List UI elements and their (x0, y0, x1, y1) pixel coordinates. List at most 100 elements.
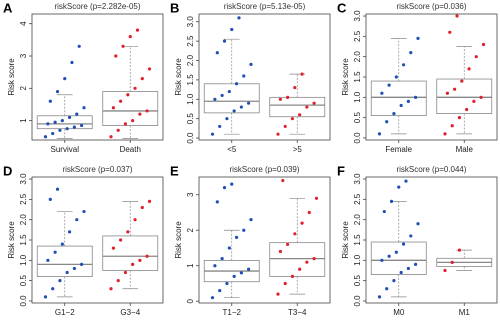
y-tick-label: 0.0 (353, 295, 362, 307)
x-tick-label: Male (456, 145, 474, 154)
point (290, 117, 295, 121)
plot-frame (365, 176, 498, 304)
point (283, 124, 287, 129)
y-tick-label: 3.0 (353, 10, 362, 22)
point (399, 103, 403, 108)
point (409, 51, 413, 55)
panel-letter: C (337, 0, 347, 15)
y-tick-label: 2.5 (353, 193, 362, 205)
point (220, 93, 224, 98)
point (55, 187, 60, 191)
chart-title: riskScore (p=2.282e-05) (54, 2, 140, 11)
point (46, 258, 50, 262)
point (413, 262, 418, 266)
point (472, 99, 476, 103)
y-tick-label: 4 (19, 21, 28, 26)
point (397, 185, 401, 189)
point (276, 132, 280, 136)
point (394, 75, 398, 79)
point (392, 279, 396, 283)
y-axis-label: Risk score (174, 58, 183, 96)
point (382, 209, 386, 214)
box (102, 235, 159, 271)
chart-title: riskScore (p=5.13e-05) (224, 2, 306, 11)
point (222, 39, 227, 43)
panel-letter: D (3, 163, 12, 178)
point (119, 99, 123, 103)
point (448, 30, 452, 34)
point (147, 67, 152, 71)
point (225, 117, 229, 121)
point (404, 179, 408, 183)
point (215, 200, 219, 204)
point (111, 246, 116, 250)
point (63, 77, 67, 81)
point (111, 106, 116, 110)
point (126, 230, 130, 234)
point (65, 270, 69, 275)
point (60, 242, 64, 246)
point (293, 86, 297, 90)
point (394, 250, 398, 254)
point (222, 186, 227, 190)
point (131, 119, 135, 123)
y-tick-label: 2.0 (19, 214, 28, 226)
point (225, 281, 229, 286)
y-tick-label: 2 (19, 86, 28, 91)
point (79, 262, 84, 266)
box (436, 78, 493, 114)
point (232, 109, 236, 113)
point (232, 274, 236, 278)
point (53, 120, 57, 124)
box (370, 80, 427, 117)
point (58, 279, 62, 283)
y-tick-label: 1.0 (353, 254, 362, 266)
x-tick-label: M0 (393, 308, 405, 317)
box (36, 245, 93, 277)
point (227, 246, 231, 250)
point (48, 99, 52, 103)
y-axis-label: Risk score (7, 221, 16, 259)
point (293, 232, 297, 236)
point (109, 135, 113, 139)
point (276, 292, 280, 296)
y-tick-label: 1.5 (19, 234, 28, 246)
point (465, 107, 469, 112)
point (305, 105, 309, 109)
point (450, 260, 454, 264)
point (46, 122, 50, 126)
point (75, 112, 79, 116)
point (126, 93, 130, 97)
point (246, 267, 251, 271)
point (453, 87, 457, 91)
point (53, 250, 57, 254)
point (380, 258, 384, 262)
y-axis-label: Risk score (174, 221, 183, 259)
plot-frame (198, 13, 331, 141)
point (114, 54, 118, 58)
y-axis-label: Risk score (341, 221, 350, 259)
point (278, 249, 283, 254)
y-tick-label: 0 (186, 298, 195, 303)
point (305, 260, 309, 264)
y-tick-label: 3 (19, 53, 28, 58)
point (239, 271, 243, 275)
point (389, 199, 394, 203)
point (213, 264, 217, 268)
panel-letter: E (170, 163, 179, 178)
point (82, 209, 86, 214)
point (116, 279, 120, 283)
y-tick-label: 2.5 (186, 35, 195, 47)
point (445, 91, 450, 95)
point (67, 115, 72, 119)
point (79, 123, 84, 128)
point (401, 242, 406, 246)
point (457, 116, 462, 120)
y-tick-label: 0.0 (186, 132, 195, 144)
point (450, 124, 454, 128)
panel-letter: A (3, 0, 13, 15)
box (102, 91, 159, 126)
point (131, 262, 135, 266)
point (220, 257, 224, 261)
